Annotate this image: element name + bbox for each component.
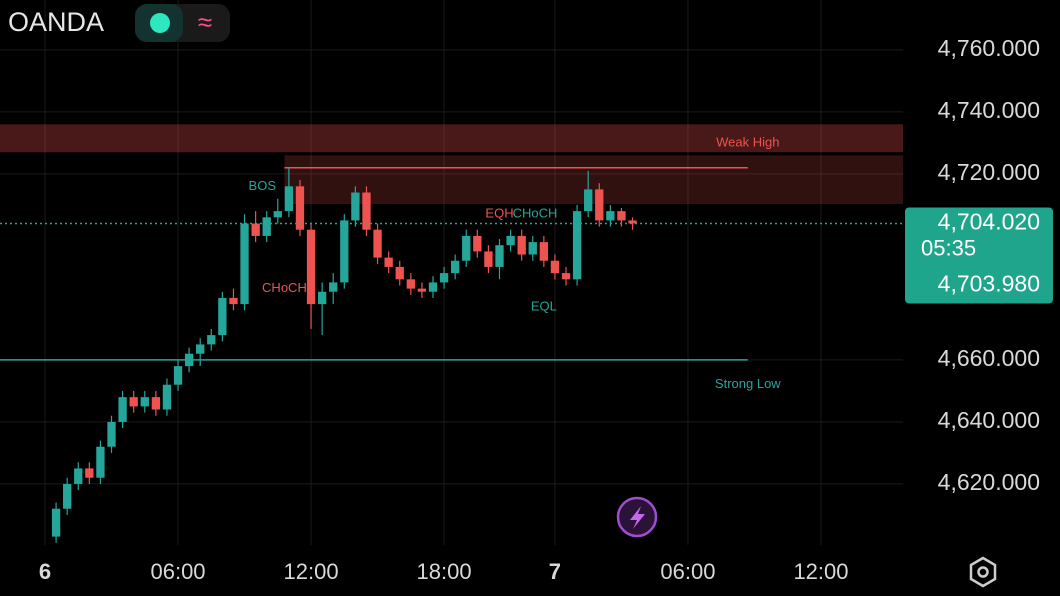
candle-body [207, 335, 216, 345]
y-tick-label: 4,640.000 [938, 407, 1040, 433]
x-tick-label: 12:00 [793, 559, 848, 584]
candle-body [395, 266, 404, 280]
annotation: CHoCH [513, 206, 558, 221]
x-tick-label: 06:00 [150, 559, 205, 584]
candle-body [517, 235, 526, 255]
annotation: CHoCH [262, 280, 307, 295]
candle-body [140, 397, 149, 407]
candle-body [107, 421, 116, 447]
candle-body [129, 397, 138, 407]
zone [284, 155, 903, 204]
candle-body [495, 245, 504, 267]
bid-price: 4,703.980 [938, 271, 1040, 297]
y-tick-label: 4,740.000 [938, 97, 1040, 123]
candle-body [384, 257, 393, 267]
last-price: 4,704.020 [938, 209, 1040, 235]
settings-button[interactable] [969, 556, 997, 588]
zone [0, 124, 903, 153]
candle-body [51, 508, 61, 537]
candle-body [595, 189, 604, 221]
candle-body [628, 220, 637, 224]
candle-body [473, 235, 482, 252]
candle-body [584, 189, 593, 212]
candle-body [74, 468, 83, 484]
candle-body [528, 242, 537, 255]
candle-body [273, 211, 282, 218]
toggle-dot [150, 13, 170, 33]
candle-body [506, 235, 515, 246]
candle-body [572, 211, 582, 280]
candle-body [196, 344, 205, 354]
annotation: Strong Low [715, 376, 781, 391]
x-tick-label: 06:00 [660, 559, 715, 584]
y-tick-label: 4,760.000 [938, 35, 1040, 61]
candle-body [550, 260, 560, 274]
candle-body [373, 229, 382, 258]
candle-body [85, 468, 94, 478]
candle-body [63, 483, 72, 509]
candle-body [539, 242, 548, 261]
candle-body [229, 297, 238, 305]
wave-icon: ≈ [198, 7, 212, 37]
settings-icon [977, 566, 989, 578]
candle-body [439, 273, 449, 283]
x-tick-label: 12:00 [284, 559, 339, 584]
lightning-icon [630, 506, 645, 529]
countdown: 05:35 [921, 235, 976, 260]
candle-body [329, 282, 338, 292]
y-tick-label: 4,620.000 [938, 469, 1040, 495]
y-tick-label: 4,720.000 [938, 159, 1040, 185]
candle-body [451, 260, 460, 274]
x-tick-label: 7 [549, 559, 561, 584]
candle-body [406, 279, 415, 289]
candle-body [173, 366, 183, 385]
candle-body [306, 229, 316, 305]
x-tick-label: 6 [39, 559, 51, 584]
annotation: Weak High [716, 134, 779, 149]
annotation: EQL [531, 299, 557, 314]
candle-body [362, 192, 371, 230]
candle-body [351, 192, 360, 221]
candle-body [295, 186, 305, 230]
candle-body [218, 297, 227, 336]
broker: OANDA [8, 7, 104, 37]
candle-body [240, 223, 249, 305]
candle-body [317, 291, 327, 305]
candle-body [606, 211, 615, 221]
candle-body [96, 446, 105, 478]
candle-body [251, 223, 260, 236]
price-badge [905, 207, 1053, 304]
candle-body [561, 273, 571, 280]
candle-body [340, 220, 349, 283]
annotation: EQH [485, 206, 513, 221]
candle-body [262, 217, 271, 236]
candle-body [484, 251, 493, 267]
y-tick-label: 4,660.000 [938, 345, 1040, 371]
candle-body [428, 282, 438, 292]
x-tick-label: 18:00 [417, 559, 472, 584]
candle-body [162, 384, 172, 410]
candle-body [184, 353, 194, 367]
candle-body [617, 211, 626, 221]
candle-body [417, 288, 427, 292]
candle-body [151, 397, 161, 410]
candle-body [118, 397, 127, 422]
annotation: BOS [249, 178, 277, 193]
candle-body [284, 186, 294, 212]
candle-body [462, 235, 471, 261]
